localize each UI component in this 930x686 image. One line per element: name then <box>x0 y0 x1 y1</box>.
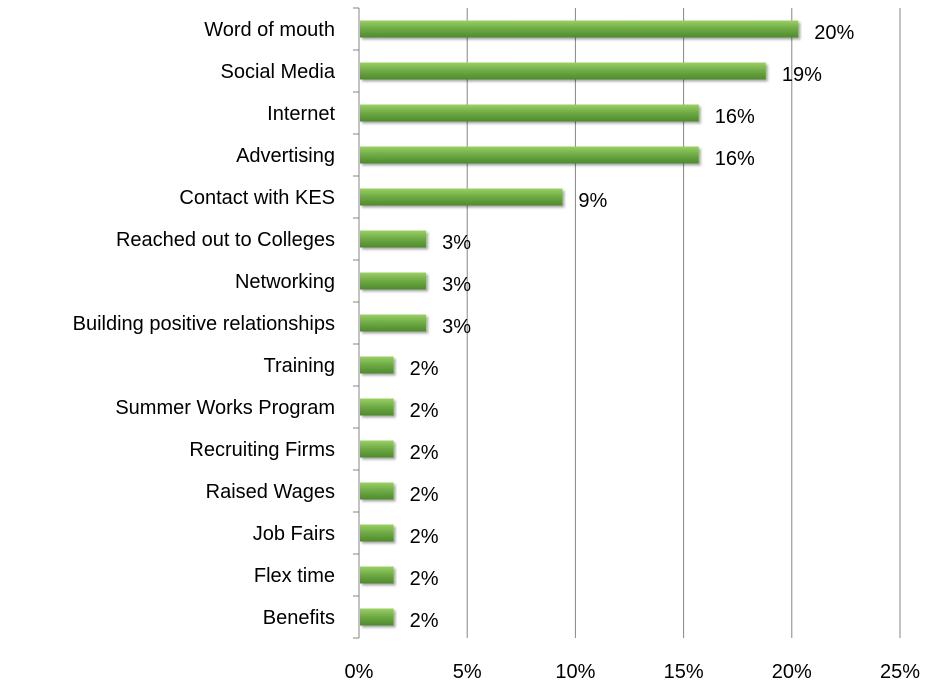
category-label: Internet <box>267 103 335 125</box>
data-label: 2% <box>410 484 439 506</box>
category-label: Word of mouth <box>204 19 335 41</box>
category-label: Summer Works Program <box>115 397 335 419</box>
data-label: 19% <box>782 64 822 86</box>
category-label: Raised Wages <box>206 481 335 503</box>
bar <box>360 398 394 416</box>
bar <box>360 440 394 458</box>
bar <box>360 62 766 80</box>
x-tick-label: 15% <box>664 661 704 683</box>
data-label: 2% <box>410 610 439 632</box>
labels: 0% 5% 10% 15% 20% 25% Word of mouth 20% Social M… <box>73 19 921 683</box>
bars <box>360 20 799 626</box>
bar <box>360 188 563 206</box>
x-tick-label: 20% <box>772 661 812 683</box>
bar <box>360 482 394 500</box>
category-label: Contact with KES <box>179 187 335 209</box>
category-label: Training <box>263 355 335 377</box>
x-tick-label: 5% <box>453 661 482 683</box>
category-label: Recruiting Firms <box>189 439 335 461</box>
bar <box>360 104 699 122</box>
bar <box>360 20 799 38</box>
data-label: 20% <box>814 22 854 44</box>
category-label: Advertising <box>236 145 335 167</box>
category-label: Networking <box>235 271 335 293</box>
category-label: Social Media <box>220 61 335 83</box>
gridlines <box>466 8 901 638</box>
bar <box>360 146 699 164</box>
bar <box>360 524 394 542</box>
data-label: 3% <box>442 232 471 254</box>
data-label: 2% <box>410 400 439 422</box>
data-label: 16% <box>715 106 755 128</box>
x-tick-label: 10% <box>555 661 595 683</box>
data-label: 9% <box>578 190 607 212</box>
data-label: 16% <box>715 148 755 170</box>
bar <box>360 272 427 290</box>
bar <box>360 566 394 584</box>
x-tick-label: 0% <box>345 661 374 683</box>
bar <box>360 230 427 248</box>
bar <box>360 608 394 626</box>
category-label: Benefits <box>263 607 335 629</box>
category-label: Job Fairs <box>253 523 335 545</box>
data-label: 3% <box>442 316 471 338</box>
axes <box>353 7 360 639</box>
category-label: Flex time <box>254 565 335 587</box>
data-label: 2% <box>410 526 439 548</box>
category-label: Building positive relationships <box>73 313 335 335</box>
data-label: 3% <box>442 274 471 296</box>
data-label: 2% <box>410 442 439 464</box>
bar <box>360 356 394 374</box>
category-label: Reached out to Colleges <box>116 229 335 251</box>
x-tick-label: 25% <box>880 661 920 683</box>
data-label: 2% <box>410 568 439 590</box>
data-label: 2% <box>410 358 439 380</box>
bar <box>360 314 427 332</box>
